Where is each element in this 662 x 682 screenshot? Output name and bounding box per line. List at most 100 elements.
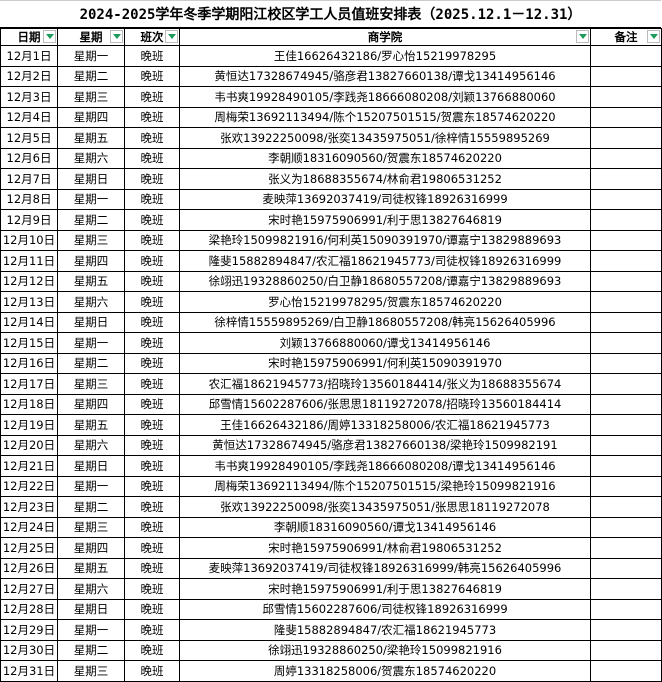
shift-cell[interactable]: 晚班: [124, 250, 180, 272]
shift-cell[interactable]: 晚班: [124, 434, 180, 456]
note-cell[interactable]: [590, 516, 662, 538]
staff-cell[interactable]: 周梅荣13692113494/陈个15207501515/梁艳玲15099821…: [179, 475, 591, 497]
note-cell[interactable]: [590, 557, 662, 579]
shift-cell[interactable]: 晚班: [124, 291, 180, 313]
date-cell[interactable]: 12月22日: [0, 475, 58, 497]
date-cell[interactable]: 12月27日: [0, 578, 58, 600]
weekday-cell[interactable]: 星期一: [57, 475, 125, 497]
shift-cell[interactable]: 晚班: [124, 537, 180, 559]
weekday-cell[interactable]: 星期日: [57, 168, 125, 190]
date-cell[interactable]: 12月21日: [0, 455, 58, 477]
shift-cell[interactable]: 晚班: [124, 619, 180, 641]
weekday-cell[interactable]: 星期一: [57, 45, 125, 67]
date-cell[interactable]: 12月1日: [0, 45, 58, 67]
date-cell[interactable]: 12月16日: [0, 352, 58, 374]
shift-cell[interactable]: 晚班: [124, 106, 180, 128]
staff-cell[interactable]: 王佳16626432186/周婷13318258006/农汇福186219457…: [179, 414, 591, 436]
staff-cell[interactable]: 麦映萍13692037419/司徒权锋18926316999: [179, 188, 591, 210]
weekday-cell[interactable]: 星期一: [57, 332, 125, 354]
staff-cell[interactable]: 韦书爽19928490105/李践尧18666080208/谭戈13414956…: [179, 455, 591, 477]
note-cell[interactable]: [590, 291, 662, 313]
shift-cell[interactable]: 晚班: [124, 209, 180, 231]
staff-cell[interactable]: 宋时艳15975906991/利于思13827646819: [179, 209, 591, 231]
date-cell[interactable]: 12月7日: [0, 168, 58, 190]
staff-cell[interactable]: 黄恒达17328674945/骆彦君13827660138/梁艳玲1509982…: [179, 434, 591, 456]
staff-cell[interactable]: 罗心怡15219978295/贺震东18574620220: [179, 291, 591, 313]
date-cell[interactable]: 12月28日: [0, 598, 58, 620]
weekday-cell[interactable]: 星期二: [57, 352, 125, 374]
note-cell[interactable]: [590, 393, 662, 415]
date-cell[interactable]: 12月8日: [0, 188, 58, 210]
staff-cell[interactable]: 徐梓情15559895269/白卫静18680557208/韩亮15626405…: [179, 311, 591, 333]
date-cell[interactable]: 12月4日: [0, 106, 58, 128]
note-cell[interactable]: [590, 434, 662, 456]
staff-cell[interactable]: 李朝顺18316090560/贺震东18574620220: [179, 147, 591, 169]
weekday-cell[interactable]: 星期五: [57, 557, 125, 579]
shift-cell[interactable]: 晚班: [124, 188, 180, 210]
date-cell[interactable]: 12月19日: [0, 414, 58, 436]
weekday-cell[interactable]: 星期六: [57, 147, 125, 169]
weekday-cell[interactable]: 星期二: [57, 65, 125, 87]
staff-cell[interactable]: 韦书爽19928490105/李践尧18666080208/刘颖13766880…: [179, 86, 591, 108]
staff-cell[interactable]: 徐翊迅19328860250/白卫静18680557208/谭嘉宁1382988…: [179, 270, 591, 292]
staff-cell[interactable]: 宋时艳15975906991/利于思13827646819: [179, 578, 591, 600]
shift-cell[interactable]: 晚班: [124, 311, 180, 333]
note-cell[interactable]: [590, 373, 662, 395]
staff-cell[interactable]: 周梅荣13692113494/陈个15207501515/贺震东18574620…: [179, 106, 591, 128]
date-cell[interactable]: 12月12日: [0, 270, 58, 292]
date-cell[interactable]: 12月17日: [0, 373, 58, 395]
date-cell[interactable]: 12月25日: [0, 537, 58, 559]
staff-cell[interactable]: 李朝顺18316090560/谭戈13414956146: [179, 516, 591, 538]
date-cell[interactable]: 12月31日: [0, 660, 58, 682]
note-cell[interactable]: [590, 537, 662, 559]
date-cell[interactable]: 12月29日: [0, 619, 58, 641]
date-cell[interactable]: 12月18日: [0, 393, 58, 415]
shift-cell[interactable]: 晚班: [124, 557, 180, 579]
note-cell[interactable]: [590, 352, 662, 374]
date-cell[interactable]: 12月24日: [0, 516, 58, 538]
date-cell[interactable]: 12月9日: [0, 209, 58, 231]
shift-cell[interactable]: 晚班: [124, 578, 180, 600]
weekday-cell[interactable]: 星期二: [57, 639, 125, 661]
filter-dropdown-icon[interactable]: [647, 30, 660, 43]
note-cell[interactable]: [590, 639, 662, 661]
date-cell[interactable]: 12月14日: [0, 311, 58, 333]
staff-cell[interactable]: 王佳16626432186/罗心怡15219978295: [179, 45, 591, 67]
staff-cell[interactable]: 邱雪情15602287606/张思思18119272078/招晓玲1356018…: [179, 393, 591, 415]
staff-cell[interactable]: 宋时艳15975906991/林俞君19806531252: [179, 537, 591, 559]
weekday-cell[interactable]: 星期三: [57, 516, 125, 538]
staff-cell[interactable]: 刘颖13766880060/谭戈13414956146: [179, 332, 591, 354]
staff-cell[interactable]: 黄恒达17328674945/骆彦君13827660138/谭戈13414956…: [179, 65, 591, 87]
date-cell[interactable]: 12月10日: [0, 229, 58, 251]
weekday-cell[interactable]: 星期三: [57, 660, 125, 682]
weekday-cell[interactable]: 星期日: [57, 598, 125, 620]
weekday-cell[interactable]: 星期四: [57, 537, 125, 559]
date-cell[interactable]: 12月20日: [0, 434, 58, 456]
date-cell[interactable]: 12月13日: [0, 291, 58, 313]
note-cell[interactable]: [590, 65, 662, 87]
shift-cell[interactable]: 晚班: [124, 270, 180, 292]
shift-cell[interactable]: 晚班: [124, 393, 180, 415]
filter-dropdown-icon[interactable]: [43, 30, 56, 43]
shift-cell[interactable]: 晚班: [124, 414, 180, 436]
shift-cell[interactable]: 晚班: [124, 660, 180, 682]
weekday-cell[interactable]: 星期三: [57, 86, 125, 108]
note-cell[interactable]: [590, 229, 662, 251]
staff-cell[interactable]: 张欢13922250098/张奕13435975051/张思思181192720…: [179, 496, 591, 518]
note-cell[interactable]: [590, 578, 662, 600]
staff-cell[interactable]: 梁艳玲15099821916/何利英15090391970/谭嘉宁1382988…: [179, 229, 591, 251]
note-cell[interactable]: [590, 270, 662, 292]
weekday-cell[interactable]: 星期日: [57, 311, 125, 333]
staff-cell[interactable]: 周婷13318258006/贺震东18574620220: [179, 660, 591, 682]
note-cell[interactable]: [590, 414, 662, 436]
date-cell[interactable]: 12月2日: [0, 65, 58, 87]
date-cell[interactable]: 12月5日: [0, 127, 58, 149]
weekday-cell[interactable]: 星期五: [57, 270, 125, 292]
date-cell[interactable]: 12月6日: [0, 147, 58, 169]
note-cell[interactable]: [590, 311, 662, 333]
note-cell[interactable]: [590, 660, 662, 682]
staff-cell[interactable]: 隆斐15882894847/农汇福18621945773: [179, 619, 591, 641]
shift-cell[interactable]: 晚班: [124, 168, 180, 190]
note-cell[interactable]: [590, 127, 662, 149]
weekday-cell[interactable]: 星期六: [57, 578, 125, 600]
